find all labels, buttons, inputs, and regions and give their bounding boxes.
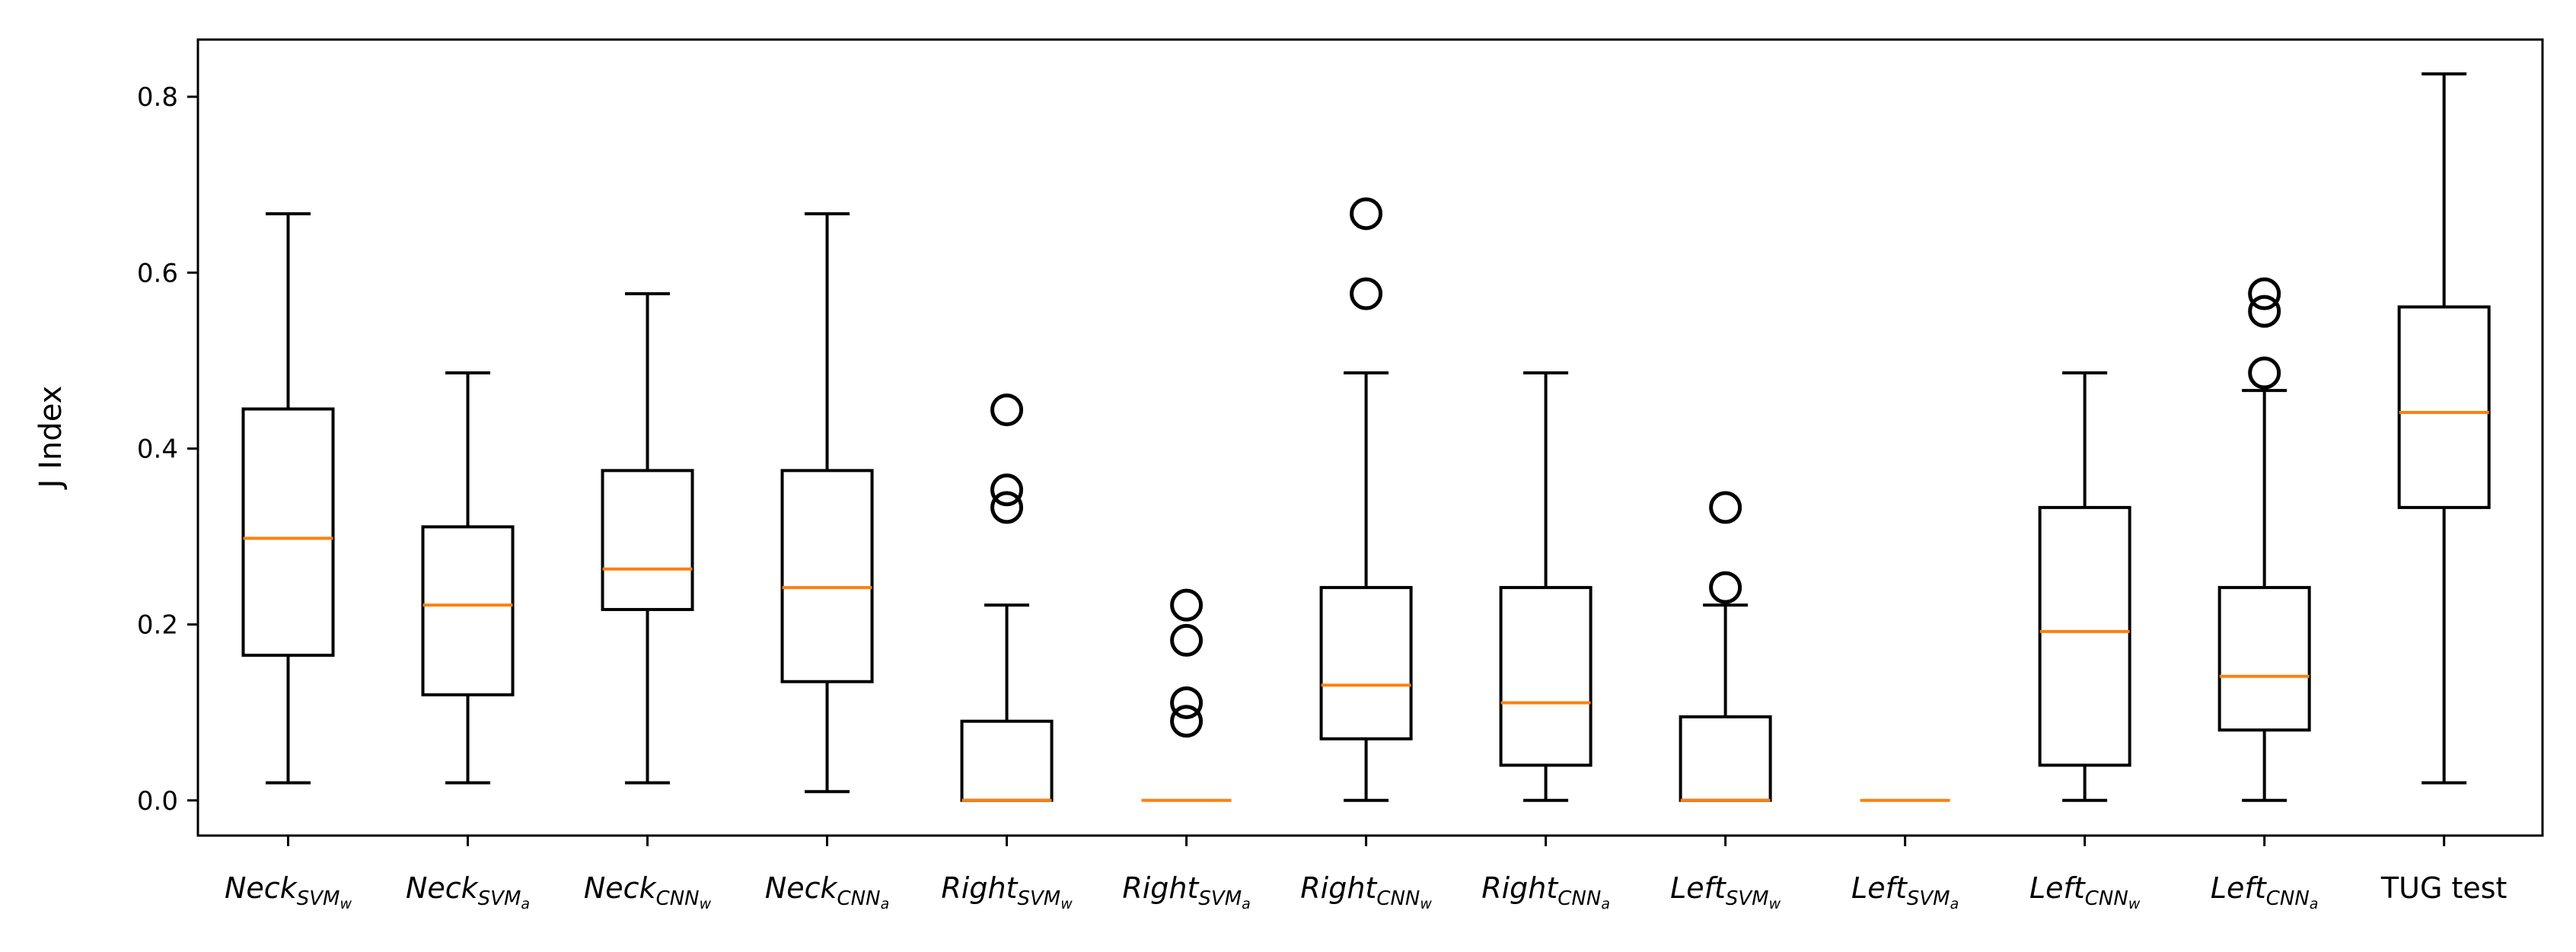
- outlier-point: [1170, 705, 1204, 738]
- plot-frame: [196, 38, 2544, 837]
- plot-area: [196, 38, 2544, 837]
- outlier-point: [1709, 491, 1742, 524]
- outlier-point: [2248, 295, 2281, 328]
- y-axis: 0.0 0.2 0.4 0.6 0.8: [137, 82, 198, 817]
- x-tick-label: RightSVMw: [941, 871, 1073, 912]
- outlier-point: [2248, 277, 2281, 310]
- box-group: [1679, 491, 1772, 802]
- outlier-point: [1170, 623, 1204, 657]
- box-group: [1499, 371, 1592, 802]
- box-body: [241, 407, 335, 657]
- box-body: [421, 525, 515, 697]
- outlier-point: [990, 473, 1024, 507]
- x-tick-label: RightSVMa: [1122, 871, 1250, 912]
- y-tick-label: 0.6: [137, 258, 178, 288]
- x-tick-label: NeckSVMw: [225, 871, 352, 912]
- box-group: [1319, 197, 1413, 802]
- outlier-point: [1709, 571, 1742, 604]
- box-group: [1141, 588, 1232, 802]
- x-tick-label: NeckCNNa: [765, 871, 889, 912]
- box-body: [780, 469, 874, 683]
- x-tick-label: RightCNNa: [1481, 871, 1610, 912]
- outlier-point: [990, 491, 1024, 524]
- outlier-point: [1170, 686, 1204, 719]
- box-group: [421, 371, 515, 785]
- x-tick-label: NeckSVMa: [406, 871, 530, 912]
- outlier-point: [1170, 588, 1204, 622]
- box-body: [2217, 586, 2311, 732]
- outlier-point: [1350, 197, 1383, 231]
- x-tick-label: LeftCNNa: [2211, 871, 2319, 912]
- outlier-point: [2248, 356, 2281, 390]
- y-tick-label: 0.2: [137, 610, 178, 641]
- y-tick-label: 0.4: [137, 434, 178, 464]
- box-body: [601, 469, 694, 611]
- x-tick-label: RightCNNw: [1300, 871, 1432, 912]
- box-group: [601, 292, 694, 785]
- x-tick-label: TUG test: [2380, 871, 2507, 905]
- box-body: [960, 719, 1054, 802]
- x-tick-label: LeftCNNw: [2029, 871, 2141, 912]
- x-tick-label: LeftSVMa: [1851, 871, 1959, 912]
- x-tick-label: NeckCNNw: [584, 871, 712, 912]
- box-marks: [241, 72, 2491, 802]
- box-group: [2397, 72, 2491, 785]
- box-body: [1679, 715, 1772, 802]
- outlier-point: [990, 393, 1024, 427]
- box-group: [241, 212, 335, 785]
- box-body: [1499, 586, 1592, 767]
- y-tick-label: 0.0: [137, 786, 178, 817]
- x-tick-label: LeftSVMw: [1670, 871, 1781, 912]
- outlier-point: [1350, 277, 1383, 310]
- box-body: [1319, 586, 1413, 740]
- box-body: [2038, 505, 2131, 767]
- box-group: [960, 393, 1054, 802]
- x-axis: NeckSVMw NeckSVMa NeckCNNw NeckCNNa RightSVM…: [225, 836, 2507, 912]
- box-group: [780, 212, 874, 794]
- box-body: [2397, 305, 2491, 509]
- box-group: [2038, 371, 2131, 802]
- y-tick-label: 0.8: [137, 82, 178, 113]
- y-axis-label: J Index: [33, 386, 69, 491]
- box-group: [2217, 277, 2311, 802]
